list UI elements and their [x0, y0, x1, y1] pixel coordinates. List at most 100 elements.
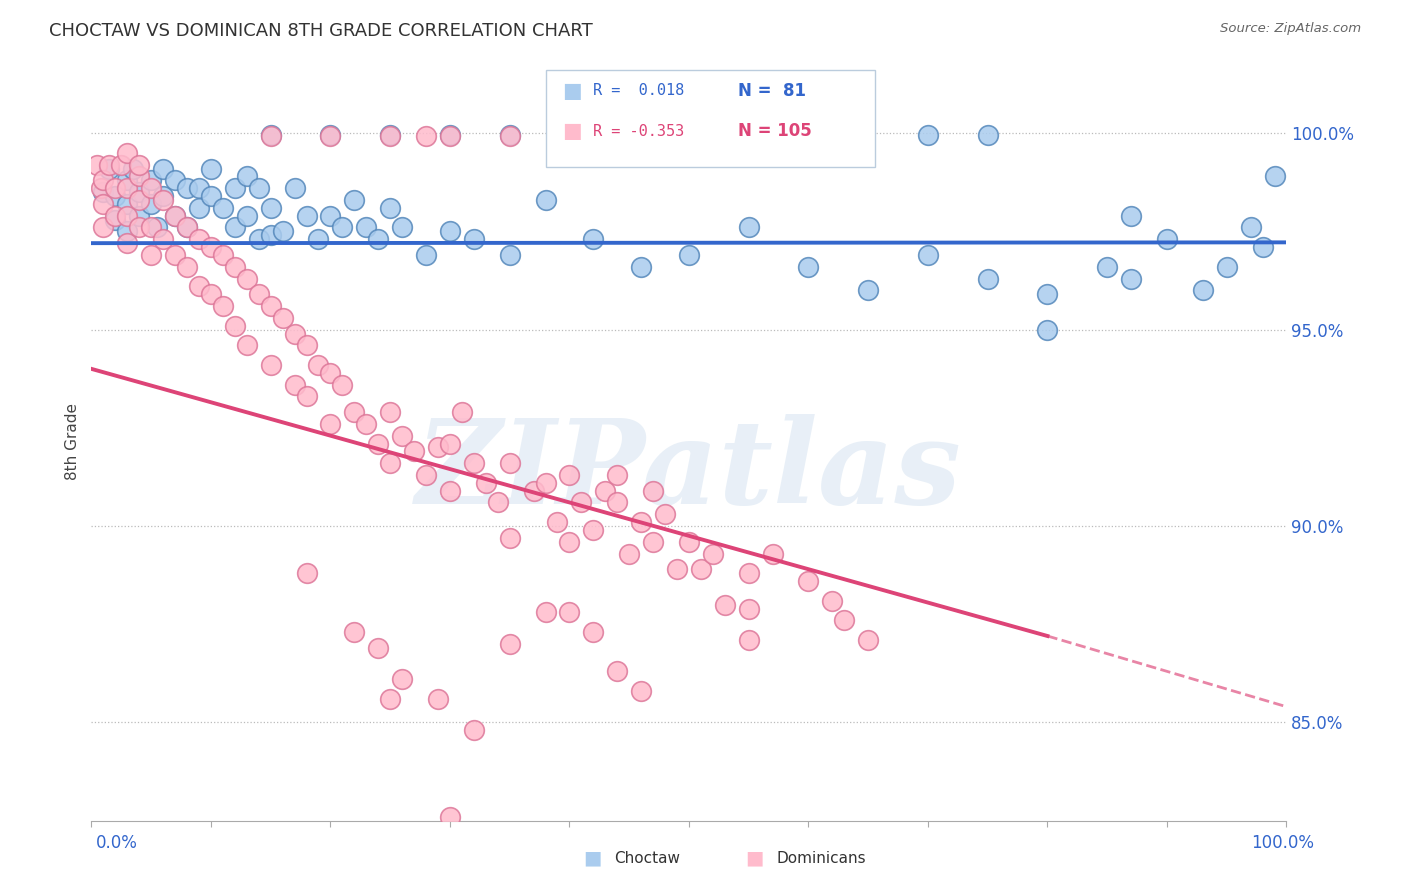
Point	[378, 201, 402, 215]
Point	[247, 232, 270, 246]
Text: ■: ■	[583, 848, 602, 868]
Text: R = -0.353: R = -0.353	[593, 124, 685, 138]
Point	[104, 181, 127, 195]
Point	[689, 562, 711, 576]
Point	[176, 260, 198, 274]
Point	[259, 299, 281, 313]
Point	[1215, 260, 1237, 274]
Point	[917, 248, 939, 262]
Point	[737, 220, 759, 235]
Point	[319, 366, 342, 380]
Point	[1240, 220, 1263, 235]
Point	[1036, 322, 1059, 336]
Text: 100.0%: 100.0%	[1251, 834, 1315, 852]
Point	[128, 209, 150, 223]
Point	[1097, 260, 1119, 274]
Point	[163, 209, 186, 223]
Point	[439, 224, 461, 238]
Point	[378, 128, 402, 142]
Point	[641, 534, 664, 549]
Point	[917, 128, 939, 142]
Point	[439, 810, 461, 824]
Text: Choctaw: Choctaw	[614, 851, 681, 865]
Point	[821, 593, 844, 607]
Point	[678, 534, 700, 549]
Point	[235, 169, 259, 184]
Point	[1264, 169, 1286, 184]
Point	[115, 236, 138, 251]
Point	[259, 129, 281, 144]
Text: ■: ■	[745, 848, 763, 868]
Point	[200, 287, 222, 301]
Point	[146, 220, 169, 235]
Point	[110, 158, 132, 172]
Point	[378, 129, 402, 144]
Point	[367, 232, 389, 246]
Point	[90, 181, 112, 195]
Point	[295, 566, 318, 581]
Point	[1251, 240, 1274, 254]
Point	[558, 128, 581, 142]
Point	[582, 523, 605, 537]
Point	[426, 691, 449, 706]
Point	[211, 201, 233, 215]
Point	[367, 436, 389, 450]
Point	[630, 684, 652, 698]
Point	[474, 475, 498, 490]
Point	[367, 640, 389, 655]
Point	[378, 456, 402, 470]
Point	[832, 613, 855, 627]
Point	[1036, 287, 1059, 301]
Point	[378, 691, 402, 706]
Point	[271, 224, 294, 238]
Point	[141, 248, 162, 262]
Point	[104, 209, 127, 223]
Point	[163, 173, 186, 187]
Point	[450, 405, 472, 419]
Point	[797, 574, 820, 588]
Point	[271, 310, 294, 325]
Point	[534, 606, 557, 620]
Point	[737, 632, 759, 647]
Point	[391, 428, 413, 442]
Point	[426, 441, 449, 455]
Point	[415, 467, 437, 482]
Point	[128, 220, 150, 235]
Point	[115, 209, 138, 223]
Point	[93, 173, 114, 187]
Point	[737, 601, 759, 615]
Point	[200, 189, 222, 203]
Text: N = 105: N = 105	[738, 122, 811, 140]
Point	[630, 515, 652, 529]
Point	[122, 161, 145, 176]
Point	[498, 531, 520, 545]
Point	[415, 248, 437, 262]
Point	[737, 566, 759, 581]
Point	[224, 220, 246, 235]
Point	[141, 173, 162, 187]
Point	[295, 338, 318, 352]
Point	[343, 193, 366, 207]
Point	[630, 260, 652, 274]
Point	[98, 158, 121, 172]
Point	[571, 495, 593, 509]
Text: ■: ■	[562, 121, 582, 141]
Point	[391, 220, 413, 235]
Point	[224, 318, 246, 333]
Point	[1192, 283, 1215, 297]
Point	[284, 181, 307, 195]
Point	[463, 456, 485, 470]
Point	[1119, 209, 1142, 223]
Point	[319, 209, 342, 223]
Point	[176, 220, 198, 235]
Point	[354, 220, 377, 235]
Point	[439, 483, 461, 498]
Point	[176, 220, 198, 235]
Point	[654, 507, 676, 521]
Point	[224, 181, 246, 195]
Point	[128, 158, 150, 172]
Point	[534, 193, 557, 207]
Point	[378, 405, 402, 419]
Point	[678, 248, 700, 262]
Point	[115, 181, 138, 195]
